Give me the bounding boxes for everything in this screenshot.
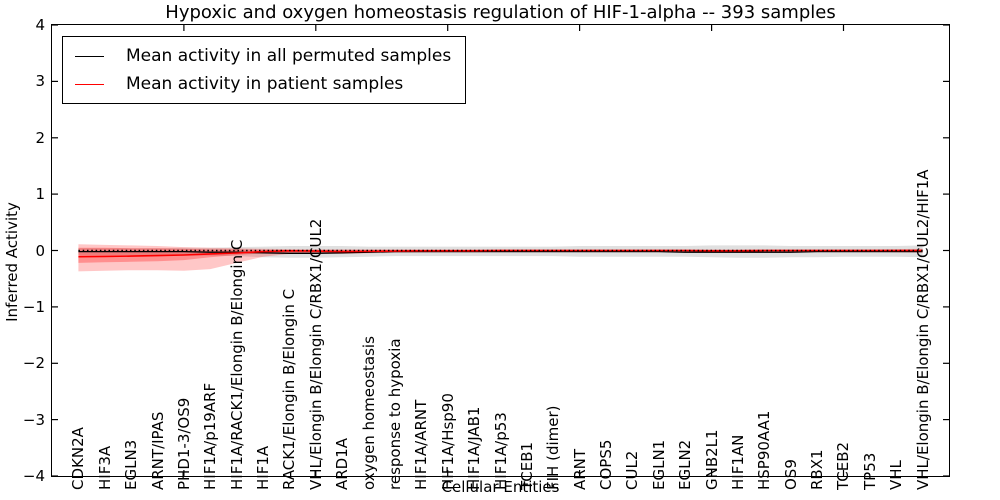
x-tick-label: oxygen homeostasis <box>359 336 378 490</box>
red-line-sample-icon <box>75 83 104 85</box>
plot-frame <box>50 23 950 477</box>
x-tick-label: response to hypoxia <box>385 338 404 490</box>
x-tick-label: PHD1-3/OS9 <box>174 397 193 490</box>
x-tick-label: CDKN2A <box>69 427 88 490</box>
x-tick-label: VHL <box>887 460 906 490</box>
y-tick-label: −2 <box>22 354 45 373</box>
chart-title: Hypoxic and oxygen homeostasis regulatio… <box>165 2 836 23</box>
y-tick-label: 0 <box>35 241 45 260</box>
x-tick-label: GNB2L1 <box>702 429 721 490</box>
x-tick-label: OS9 <box>781 459 800 490</box>
x-tick-label: VHL/Elongin B/Elongin C/RBX1/CUL2/HIF1A <box>913 169 932 490</box>
x-tick-label: FIH (dimer) <box>544 405 563 491</box>
x-tick-label: RBX1 <box>808 449 827 490</box>
x-tick-label: HIF1A/p53 <box>491 412 510 490</box>
y-tick-label: −1 <box>22 297 45 316</box>
x-tick-label: HSP90AA1 <box>755 410 774 490</box>
legend-item-patient: Mean activity in patient samples <box>75 70 451 98</box>
x-tick-label: COPS5 <box>597 439 616 490</box>
x-tick-label: VHL/Elongin B/Elongin C/RBX1/CUL2 <box>306 218 325 490</box>
x-tick-label: EGLN2 <box>676 439 695 490</box>
x-tick-label: EGLN1 <box>649 439 668 490</box>
x-tick-label: HIF3A <box>95 445 114 490</box>
chart-canvas <box>52 25 949 476</box>
x-tick-label: EGLN3 <box>122 439 141 490</box>
y-tick-label: 2 <box>35 128 45 147</box>
y-tick-label: 4 <box>35 16 45 34</box>
y-tick-label: −3 <box>22 410 45 429</box>
x-tick-label: CUL2 <box>623 450 642 490</box>
x-axis-label: Cellular Entities <box>441 478 560 496</box>
legend-item-permuted: Mean activity in all permuted samples <box>75 42 451 70</box>
x-tick-label: HIF1A/JAB1 <box>465 406 484 490</box>
x-tick-label: ARNT <box>570 448 589 490</box>
x-tick-label: HIF1A <box>254 445 273 490</box>
x-tick-label: HIF1A/ARNT <box>412 399 431 490</box>
legend-label: Mean activity in all permuted samples <box>126 46 452 66</box>
x-tick-label: TP53 <box>860 452 879 490</box>
y-tick-label: 1 <box>35 185 45 204</box>
x-tick-label: ARNT/IPAS <box>148 411 167 490</box>
x-tick-label: HIF1A/RACK1/Elongin B/Elongin C <box>227 239 246 490</box>
x-tick-label: HIF1AN <box>728 434 747 490</box>
x-tick-label: HIF1A/p19ARF <box>201 382 220 490</box>
y-tick-label: −4 <box>22 467 45 485</box>
x-tick-label: RACK1/Elongin B/Elongin C <box>280 288 299 490</box>
legend-label: Mean activity in patient samples <box>126 74 404 94</box>
x-tick-label: TCEB2 <box>834 441 853 490</box>
series-line-0 <box>78 250 923 254</box>
x-tick-label: HIF1A/Hsp90 <box>438 393 457 490</box>
x-tick-label: ARD1A <box>333 437 352 490</box>
x-tick-label: TCEB1 <box>517 441 536 490</box>
black-line-sample-icon <box>75 55 104 57</box>
legend: Mean activity in all permuted samples Me… <box>62 36 467 104</box>
y-tick-label: 3 <box>35 72 45 91</box>
